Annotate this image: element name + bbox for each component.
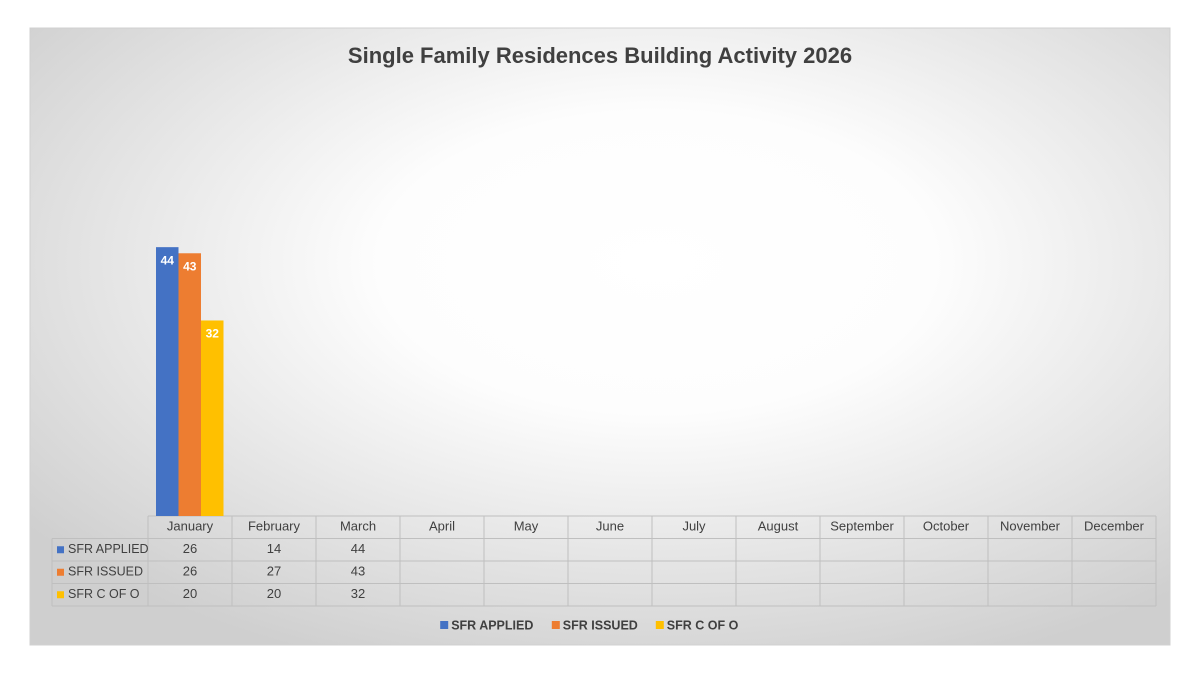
legend-label: SFR ISSUED [563, 618, 638, 632]
table-cell: 14 [267, 541, 281, 556]
legend-key [440, 621, 449, 629]
x-tick-label: February [248, 519, 301, 534]
legend-key [57, 546, 64, 554]
legend-label: SFR APPLIED [451, 618, 533, 632]
legend-key [551, 621, 560, 629]
table-cell: 26 [183, 541, 197, 556]
x-tick-label: December [1084, 519, 1145, 534]
x-tick-label: November [1000, 519, 1061, 534]
table-cell: 43 [351, 564, 365, 579]
x-tick-label: March [340, 519, 376, 534]
data-label: 43 [183, 259, 197, 273]
table-row-label: SFR C OF O [68, 587, 140, 601]
bar [156, 247, 179, 516]
legend-label: SFR C OF O [667, 618, 739, 632]
table-cell: 32 [351, 586, 365, 601]
x-tick-label: May [514, 519, 539, 534]
bar [178, 253, 201, 516]
table-row-label: SFR APPLIED [68, 542, 149, 556]
x-tick-label: June [596, 519, 624, 534]
legend-key [57, 568, 64, 576]
x-tick-label: August [758, 519, 799, 534]
x-tick-label: April [429, 519, 455, 534]
table-cell: 26 [183, 564, 197, 579]
chart-title: Single Family Residences Building Activi… [348, 43, 852, 68]
table-cell: 20 [183, 586, 197, 601]
x-tick-label: October [923, 519, 970, 534]
x-tick-label: January [167, 519, 214, 534]
bar [201, 320, 224, 516]
table-cell: 27 [267, 564, 281, 579]
legend-key [57, 591, 64, 599]
table-row-label: SFR ISSUED [68, 565, 143, 579]
x-tick-label: September [830, 519, 894, 534]
table-cell: 44 [351, 541, 365, 556]
data-label: 32 [206, 327, 220, 341]
table-cell: 20 [267, 586, 281, 601]
x-tick-label: July [682, 519, 706, 534]
data-label: 44 [161, 253, 175, 267]
legend-key [655, 621, 664, 629]
